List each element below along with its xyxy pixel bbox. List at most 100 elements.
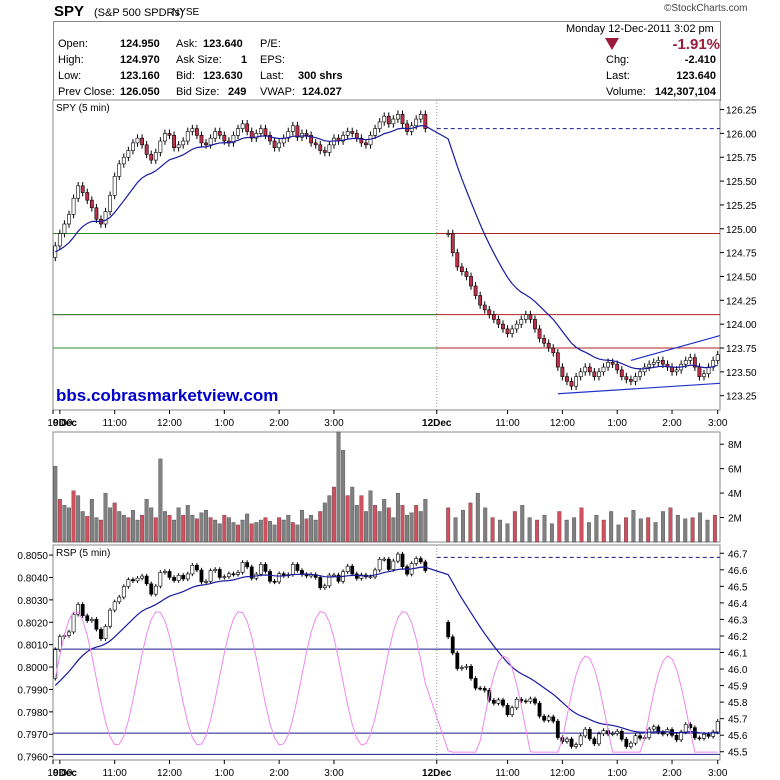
price-candle xyxy=(528,314,533,320)
price-candle xyxy=(236,128,240,136)
rsp-candle xyxy=(199,569,204,583)
rsp-candle xyxy=(414,558,419,564)
rsp-candle xyxy=(706,734,711,737)
rsp-candle xyxy=(373,569,377,578)
volume-bar xyxy=(199,512,204,543)
copyright[interactable]: ©StockCharts.com xyxy=(664,3,748,14)
rsp-left-tick-label: 0.8030 xyxy=(17,596,48,607)
price-ytick-label: 125.75 xyxy=(726,153,757,164)
rsp-left-tick-label: 0.7960 xyxy=(17,753,48,764)
price-candle xyxy=(482,304,487,311)
volume-bar xyxy=(350,486,355,543)
price-candle xyxy=(57,233,62,247)
price-candle xyxy=(195,128,199,136)
volume-bar xyxy=(512,511,517,543)
datetime: Monday 12-Dec-2011 3:02 pm xyxy=(566,23,714,35)
volume-bar xyxy=(609,511,614,543)
rsp-candle xyxy=(382,558,387,561)
rsp-candle xyxy=(587,728,592,740)
rsp-candle xyxy=(674,734,679,741)
price-candle xyxy=(364,142,368,146)
volume-bar xyxy=(309,514,314,543)
high-value: 124.970 xyxy=(120,54,160,66)
volume-bar xyxy=(542,514,547,543)
volume-bar xyxy=(705,519,710,543)
price-candle xyxy=(414,118,419,127)
volume-bar xyxy=(80,511,85,543)
rsp-xtick-label: 9Dec xyxy=(53,768,77,779)
rsp-xtick-label: 12Dec xyxy=(422,768,452,779)
price-candle xyxy=(204,142,208,146)
price-candle xyxy=(176,144,181,148)
volume-bar xyxy=(690,517,695,543)
rsp-candle xyxy=(569,738,574,747)
rsp-candle xyxy=(597,733,601,745)
watermark-url[interactable]: bbs.cobrasmarketview.com xyxy=(56,386,279,405)
chg-label: Chg: xyxy=(606,54,630,66)
ask-value: 123.640 xyxy=(203,38,243,50)
last2-label: Last: xyxy=(606,70,630,82)
rsp-candle xyxy=(546,716,551,721)
volume-bar xyxy=(601,519,606,543)
rsp-panel-title: RSP (5 min) xyxy=(56,548,110,559)
volume-bar xyxy=(204,510,208,543)
price-candle xyxy=(80,185,85,193)
price-ytick-label: 126.00 xyxy=(726,129,757,140)
rsp-candle xyxy=(94,618,99,630)
volume-ytick-label: 2M xyxy=(728,514,742,525)
rsp-xtick-label: 11:00 xyxy=(103,768,128,779)
price-candle xyxy=(71,197,76,215)
volume-bar xyxy=(121,514,126,543)
price-xtick-label: 2:00 xyxy=(662,418,682,429)
price-candle xyxy=(135,137,140,144)
rsp-candle xyxy=(195,564,199,571)
volume-bar xyxy=(222,514,227,543)
price-candle xyxy=(345,131,350,136)
rsp-candle xyxy=(204,581,208,583)
rsp-candle xyxy=(446,621,451,638)
trendline-upper xyxy=(630,335,721,361)
change-pct: -1.91% xyxy=(672,36,720,53)
price-ytick-label: 124.25 xyxy=(726,296,757,307)
volume-bar xyxy=(354,505,359,543)
rsp-candle xyxy=(140,575,144,579)
rsp-candle xyxy=(368,576,373,579)
volume-bar xyxy=(377,511,382,543)
rsp-candle xyxy=(290,564,295,575)
rsp-candle xyxy=(236,572,240,575)
price-ytick-label: 123.50 xyxy=(726,368,757,379)
rsp-left-tick-label: 0.7990 xyxy=(17,685,48,696)
rsp-candle xyxy=(76,604,81,615)
rsp-right-tick-label: 46.3 xyxy=(728,615,748,626)
price-xtick-label: 9Dec xyxy=(53,418,77,429)
down-arrow-icon xyxy=(605,38,619,50)
rsp-candle xyxy=(633,735,638,744)
rsp-candle xyxy=(450,636,455,654)
price-candle xyxy=(683,360,688,365)
symbol: SPY xyxy=(54,3,85,20)
rsp-candle xyxy=(473,678,478,689)
volume-bar xyxy=(646,517,651,543)
volume-bar xyxy=(99,519,103,543)
volume-bar xyxy=(520,505,525,543)
rsp-candle xyxy=(592,738,597,745)
volume-bar xyxy=(557,511,562,543)
rsp-left-tick-label: 0.8010 xyxy=(17,641,48,652)
bid-label: Bid: xyxy=(176,70,195,82)
rsp-right-tick-label: 46.2 xyxy=(728,632,748,643)
rsp-candle xyxy=(537,702,542,717)
volume-bar xyxy=(318,511,323,543)
rsp-candle xyxy=(272,580,277,583)
price-xtick-label: 12:00 xyxy=(157,418,182,429)
rsp-right-tick-label: 45.5 xyxy=(728,748,748,759)
volume-bar xyxy=(564,519,569,543)
volume-bar xyxy=(304,518,309,543)
volume-bar xyxy=(217,523,222,543)
price-candle xyxy=(624,376,629,380)
price-candle xyxy=(450,233,455,253)
volume-bar xyxy=(226,517,231,543)
rsp-overlay-line xyxy=(54,610,718,753)
rsp-xtick-label: 2:00 xyxy=(662,768,682,779)
price-candle xyxy=(263,128,268,136)
price-candle xyxy=(702,373,706,377)
